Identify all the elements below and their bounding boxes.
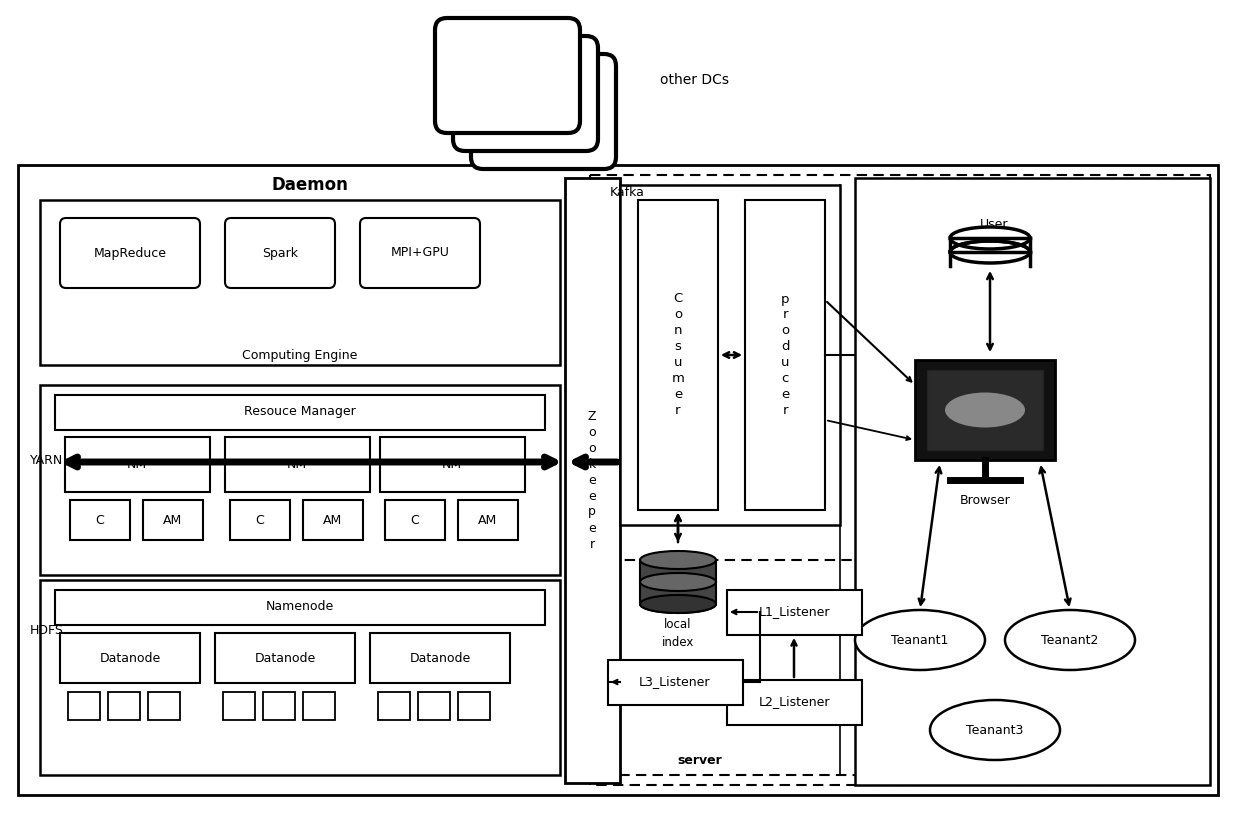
Ellipse shape: [640, 595, 715, 613]
FancyBboxPatch shape: [360, 218, 480, 288]
Bar: [143, 500, 203, 540]
Bar: [223, 692, 255, 720]
Bar: [620, 185, 839, 525]
Bar: [379, 437, 525, 492]
Bar: [384, 500, 445, 540]
Text: other DCs: other DCs: [660, 73, 729, 87]
Bar: [68, 692, 100, 720]
Bar: [915, 360, 1055, 460]
Bar: [856, 178, 1210, 785]
Bar: [370, 633, 510, 683]
Bar: [303, 500, 363, 540]
Bar: [640, 560, 715, 582]
Bar: [263, 692, 295, 720]
Bar: [608, 660, 743, 705]
Text: Datanode: Datanode: [99, 651, 161, 664]
Text: YARN: YARN: [30, 453, 63, 466]
Ellipse shape: [945, 393, 1025, 428]
Ellipse shape: [856, 610, 985, 670]
Text: AM: AM: [479, 514, 497, 527]
Text: Teanant2: Teanant2: [1042, 633, 1099, 646]
Text: C: C: [410, 514, 419, 527]
Text: NM: NM: [126, 457, 148, 470]
Text: C: C: [255, 514, 264, 527]
Text: NM: NM: [286, 457, 308, 470]
Text: Computing Engine: Computing Engine: [242, 348, 357, 362]
FancyBboxPatch shape: [471, 54, 616, 169]
Ellipse shape: [640, 551, 715, 569]
Text: Teanant3: Teanant3: [966, 723, 1024, 736]
Text: Datanode: Datanode: [409, 651, 471, 664]
Bar: [745, 200, 825, 510]
Ellipse shape: [1004, 610, 1135, 670]
Bar: [727, 590, 862, 635]
Text: NM: NM: [441, 457, 463, 470]
Bar: [418, 692, 450, 720]
Text: MPI+GPU: MPI+GPU: [391, 246, 449, 259]
Text: Daemon: Daemon: [272, 176, 348, 194]
Text: Kafka: Kafka: [610, 186, 645, 199]
Bar: [40, 580, 560, 775]
Bar: [727, 680, 862, 725]
Bar: [69, 500, 130, 540]
Text: server: server: [677, 753, 723, 766]
Bar: [40, 200, 560, 365]
Bar: [64, 437, 210, 492]
Bar: [108, 692, 140, 720]
Text: Resouce Manager: Resouce Manager: [244, 406, 356, 419]
Text: User: User: [980, 218, 1008, 231]
Bar: [303, 692, 335, 720]
Text: AM: AM: [324, 514, 342, 527]
Ellipse shape: [640, 573, 715, 591]
FancyBboxPatch shape: [224, 218, 335, 288]
Bar: [565, 178, 620, 783]
Text: index: index: [662, 636, 694, 649]
Text: local: local: [665, 618, 692, 631]
Bar: [40, 385, 560, 575]
Text: C
o
n
s
u
m
e
r: C o n s u m e r: [672, 293, 684, 417]
Text: C: C: [95, 514, 104, 527]
Text: HDFS: HDFS: [30, 623, 64, 636]
Ellipse shape: [930, 700, 1060, 760]
Bar: [224, 437, 370, 492]
Text: Namenode: Namenode: [265, 600, 334, 614]
Text: Datanode: Datanode: [254, 651, 316, 664]
Text: Z
o
o
k
e
e
p
e
r: Z o o k e e p e r: [588, 410, 596, 551]
Text: L2_Listener: L2_Listener: [758, 695, 830, 708]
Bar: [590, 175, 1210, 785]
Bar: [148, 692, 180, 720]
Text: Teanant1: Teanant1: [892, 633, 949, 646]
FancyBboxPatch shape: [435, 18, 580, 133]
Text: MapReduce: MapReduce: [93, 246, 166, 259]
Bar: [458, 692, 490, 720]
Bar: [458, 500, 518, 540]
Bar: [928, 370, 1043, 450]
Text: Spark: Spark: [262, 246, 298, 259]
Text: L1_Listener: L1_Listener: [758, 605, 830, 618]
Text: L3_Listener: L3_Listener: [640, 676, 711, 689]
Bar: [55, 395, 546, 430]
Text: AM: AM: [164, 514, 182, 527]
Bar: [640, 582, 715, 604]
Text: Browser: Browser: [960, 493, 1011, 506]
Bar: [639, 200, 718, 510]
Bar: [608, 560, 978, 775]
Bar: [378, 692, 410, 720]
Text: p
r
o
d
u
c
e
r: p r o d u c e r: [781, 293, 789, 417]
Bar: [55, 590, 546, 625]
Bar: [19, 165, 1218, 795]
Bar: [215, 633, 355, 683]
Bar: [229, 500, 290, 540]
Bar: [60, 633, 200, 683]
FancyBboxPatch shape: [453, 36, 598, 151]
FancyBboxPatch shape: [60, 218, 200, 288]
Ellipse shape: [640, 595, 715, 613]
